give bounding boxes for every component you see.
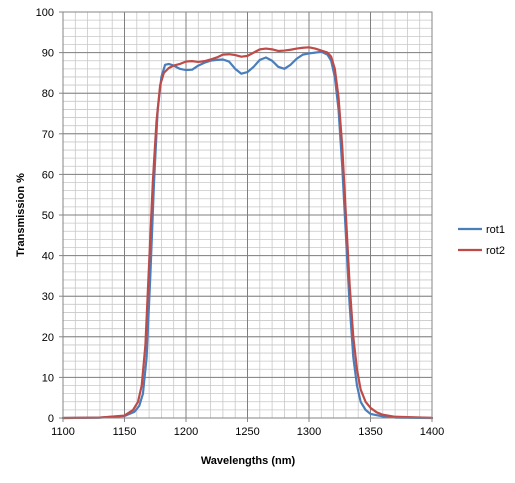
y-axis-title: Transmission % (15, 173, 27, 257)
x-tick-label: 1250 (235, 426, 259, 438)
y-tick-label: 40 (42, 251, 54, 263)
y-tick-label: 70 (42, 129, 54, 141)
legend: rot1 rot2 (458, 224, 505, 257)
x-tick-label: 1100 (51, 426, 75, 438)
x-tick-label: 1400 (420, 426, 444, 438)
y-tick-label: 80 (42, 88, 54, 100)
grid-layer (62, 11, 433, 419)
legend-label-rot2: rot2 (486, 245, 505, 257)
series-line-rot2 (61, 46, 434, 420)
series-layer (61, 46, 434, 420)
y-tick-label: 30 (42, 291, 54, 303)
y-tick-label: 60 (42, 169, 54, 181)
y-tick-label: 10 (42, 372, 54, 384)
y-tick-label: 90 (42, 48, 54, 60)
y-tick-label: 100 (36, 7, 54, 19)
axes-layer: 1100 1150 1200 1250 1300 1350 1400 0 10 20 30 40 50 6… (36, 7, 445, 438)
legend-label-rot1: rot1 (486, 224, 505, 236)
y-tick-label: 50 (42, 210, 54, 222)
x-tick-label: 1350 (358, 426, 382, 438)
x-axis-title: Wavelengths (nm) (201, 455, 296, 467)
x-tick-label: 1200 (174, 426, 198, 438)
y-tick-label: 20 (42, 332, 54, 344)
x-tick-label: 1150 (113, 426, 137, 438)
x-tick-label: 1300 (297, 426, 321, 438)
y-tick-label: 0 (48, 413, 54, 425)
